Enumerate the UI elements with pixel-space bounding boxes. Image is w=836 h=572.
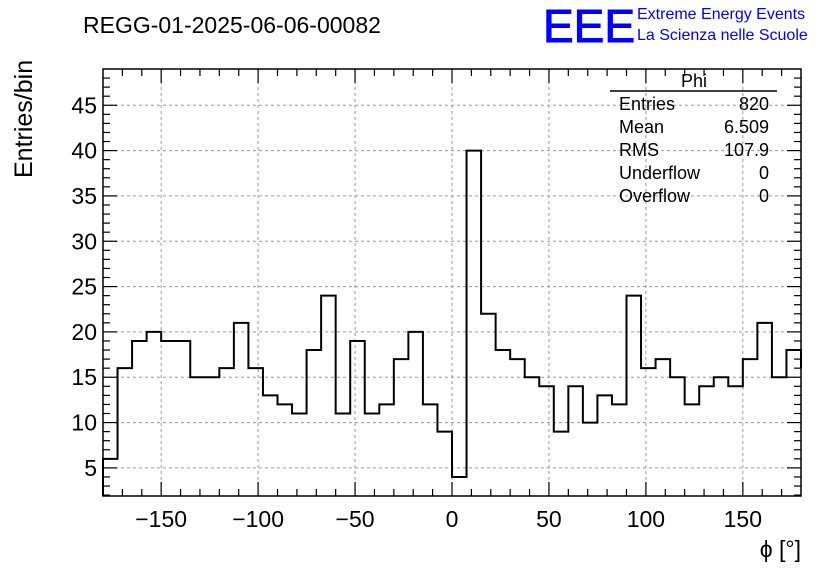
histogram-bin: [728, 386, 743, 496]
histogram-bin: [467, 151, 482, 496]
histogram-bin: [190, 377, 205, 496]
histogram-bin: [248, 368, 263, 496]
histogram-bin: [583, 423, 598, 496]
x-axis-label: ϕ [°]: [760, 536, 801, 562]
histogram-bin: [510, 359, 525, 496]
y-tick-label: 25: [71, 274, 97, 300]
histogram-bin: [437, 432, 452, 496]
y-tick-label: 35: [71, 183, 97, 209]
histogram-bin: [176, 341, 191, 496]
stats-label: Underflow: [619, 163, 701, 183]
histogram-bin: [219, 368, 234, 496]
histogram-bin: [350, 341, 365, 496]
histogram-bin: [568, 386, 583, 496]
y-tick-label: 30: [71, 228, 97, 254]
histogram-bin: [554, 432, 569, 496]
histogram-bin: [685, 404, 700, 496]
histogram-bin: [772, 377, 787, 496]
y-tick-label: 45: [71, 92, 97, 118]
histogram-bin: [379, 404, 394, 496]
histogram-bin: [539, 386, 554, 496]
stats-value: 0: [759, 186, 769, 206]
x-tick-label: 50: [536, 506, 562, 532]
histogram-bin: [161, 341, 176, 496]
stats-title: Phi: [681, 71, 707, 91]
histogram-bin: [627, 296, 642, 496]
x-tick-label: −100: [232, 506, 284, 532]
histogram-bin: [205, 377, 220, 496]
stats-label: Mean: [619, 117, 664, 137]
x-tick-label: 150: [724, 506, 762, 532]
histogram-bin: [263, 395, 278, 496]
histogram-bin: [481, 314, 496, 496]
histogram-bin: [132, 341, 147, 496]
stats-label: Overflow: [619, 186, 691, 206]
eee-logo: EEE: [543, 0, 635, 52]
logo-line-2: La Scienza nelle Scuole: [637, 27, 808, 44]
histogram-bin: [670, 377, 685, 496]
histogram-bin: [394, 359, 409, 496]
stats-label: Entries: [619, 94, 675, 114]
histogram-bin: [496, 350, 511, 496]
histogram-bin: [147, 332, 162, 496]
histogram-bin: [278, 404, 293, 496]
stats-value: 6.509: [724, 117, 769, 137]
histogram-bin: [307, 350, 322, 496]
histogram-bin: [103, 459, 118, 496]
x-tick-label: −50: [336, 506, 375, 532]
histogram-bin: [452, 477, 467, 496]
x-tick-label: −150: [135, 506, 187, 532]
chart-title: REGG-01-2025-06-06-00082: [83, 12, 381, 38]
histogram-bin: [597, 395, 612, 496]
stats-value: 820: [739, 94, 769, 114]
stats-box: Phi Entries 820 Mean 6.509 RMS 107.9 Underflow…: [610, 71, 777, 206]
histogram-bin: [714, 377, 729, 496]
y-tick-label: 40: [71, 138, 97, 164]
x-tick-labels: −150 −100 −50 0 50 100 150: [135, 506, 762, 532]
y-tick-label: 15: [71, 364, 97, 390]
x-tick-label: 100: [627, 506, 665, 532]
stats-label: RMS: [619, 140, 659, 160]
histogram-bin: [234, 323, 249, 496]
stats-value: 107.9: [724, 140, 769, 160]
histogram-bin: [743, 359, 758, 496]
histogram-bin: [336, 414, 351, 496]
y-tick-label: 5: [84, 455, 97, 481]
histogram-bin: [699, 386, 714, 496]
histogram-bin: [612, 404, 627, 496]
histogram-bin: [118, 368, 133, 496]
stats-value: 0: [759, 163, 769, 183]
histogram-bin: [525, 377, 540, 496]
histogram-bin: [292, 414, 307, 496]
histogram-bin: [757, 323, 772, 496]
histogram-bin: [423, 404, 438, 496]
histogram-bin: [641, 368, 656, 496]
y-tick-labels: 5 10 15 20 25 30 35 40 45: [71, 92, 97, 481]
y-axis-label: Entries/bin: [10, 60, 38, 178]
histogram-bin: [786, 350, 801, 496]
histogram-bin: [365, 414, 380, 496]
x-tick-label: 0: [446, 506, 459, 532]
histogram-bin: [408, 332, 423, 496]
y-tick-label: 10: [71, 410, 97, 436]
histogram-bin: [321, 296, 336, 496]
y-tick-label: 20: [71, 319, 97, 345]
histogram-bin: [656, 359, 671, 496]
logo-line-1: Extreme Energy Events: [637, 6, 805, 23]
